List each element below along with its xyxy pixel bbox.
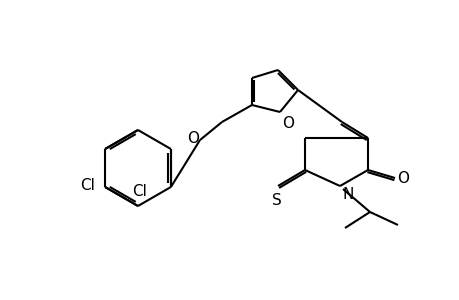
Text: Cl: Cl: [132, 184, 147, 199]
Text: O: O: [187, 130, 199, 146]
Text: Cl: Cl: [80, 178, 95, 193]
Text: O: O: [281, 116, 293, 131]
Text: N: N: [341, 187, 353, 202]
Text: S: S: [272, 193, 281, 208]
Text: O: O: [396, 170, 408, 185]
